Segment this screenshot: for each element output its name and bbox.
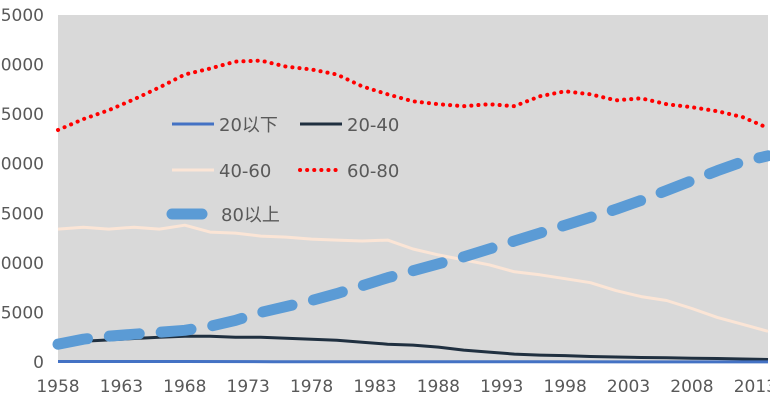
- y-tick-label: 20000: [0, 155, 44, 175]
- x-tick-label: 1988: [417, 377, 460, 397]
- legend-label: 60-80: [347, 161, 399, 182]
- x-tick-label: 1963: [100, 377, 143, 397]
- x-tick-label: 2008: [670, 377, 713, 397]
- y-tick-label: 35000: [0, 6, 44, 26]
- x-tick-label: 1973: [227, 377, 270, 397]
- legend-label: 40-60: [219, 161, 271, 182]
- y-tick-label: 30000: [0, 56, 44, 76]
- x-tick-label: 1993: [480, 377, 523, 397]
- x-tick-label: 1983: [353, 377, 396, 397]
- x-tick-label: 2013: [734, 377, 770, 397]
- x-axis: 1958 1963 1968 1973 1978 1983 1988 1993 1998 2003…: [36, 377, 770, 397]
- x-tick-label: 1968: [163, 377, 206, 397]
- y-tick-label: 25000: [0, 105, 44, 125]
- y-tick-label: 15000: [0, 204, 44, 224]
- x-tick-label: 1998: [544, 377, 587, 397]
- y-axis: 0 5000 10000 15000 20000 25000 30000 35000: [0, 6, 44, 373]
- y-tick-label: 0: [33, 353, 44, 373]
- legend-label: 80以上: [221, 205, 280, 226]
- y-tick-label: 5000: [1, 303, 44, 323]
- x-tick-label: 1978: [290, 377, 333, 397]
- x-tick-label: 1958: [36, 377, 79, 397]
- legend-label: 20以下: [219, 115, 278, 136]
- y-tick-label: 10000: [0, 254, 44, 274]
- legend-label: 20-40: [347, 115, 399, 136]
- x-tick-label: 2003: [607, 377, 650, 397]
